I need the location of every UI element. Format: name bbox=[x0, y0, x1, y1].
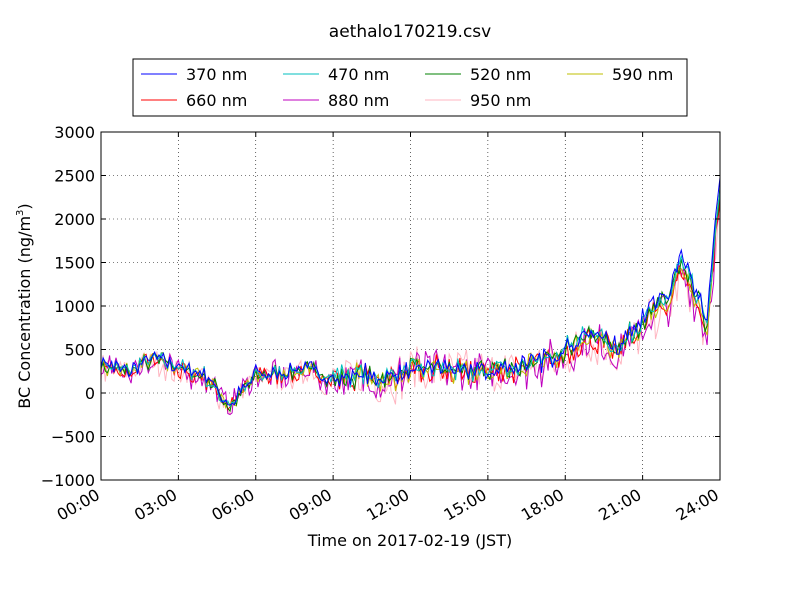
legend-frame bbox=[132, 58, 688, 117]
chart-title: aethalo170219.csv bbox=[329, 22, 491, 42]
legend-label: 470 nm bbox=[328, 65, 389, 84]
legend: 370 nm 470 nm 520 nm 590 nm 660 nm 880 nm 950 … bbox=[132, 58, 688, 117]
y-tick-label: 2500 bbox=[54, 167, 95, 186]
x-axis-label: Time on 2017-02-19 (JST) bbox=[307, 531, 512, 550]
y-tick-label: 2000 bbox=[54, 210, 95, 229]
series-lines bbox=[100, 177, 721, 416]
y-tick-label: 1000 bbox=[54, 297, 95, 316]
legend-label: 370 nm bbox=[186, 65, 247, 84]
series-line bbox=[100, 177, 721, 406]
y-tick-label: 1500 bbox=[54, 254, 95, 273]
y-axis-label: BC Concentration (ng/m3) bbox=[15, 203, 34, 408]
legend-label: 590 nm bbox=[612, 65, 673, 84]
y-tick-label: 500 bbox=[64, 341, 95, 360]
legend-label: 520 nm bbox=[470, 65, 531, 84]
series-line bbox=[100, 190, 721, 408]
legend-label: 660 nm bbox=[186, 91, 247, 110]
y-axis-ticks: −1000 −500 0 500 1000 1500 2000 2500 3000 bbox=[41, 123, 720, 490]
y-tick-label: −500 bbox=[51, 428, 95, 447]
legend-label: 950 nm bbox=[470, 91, 531, 110]
y-tick-label: 0 bbox=[85, 384, 95, 403]
legend-label: 880 nm bbox=[328, 91, 389, 110]
y-tick-label: −1000 bbox=[41, 471, 95, 490]
y-tick-label: 3000 bbox=[54, 123, 95, 142]
